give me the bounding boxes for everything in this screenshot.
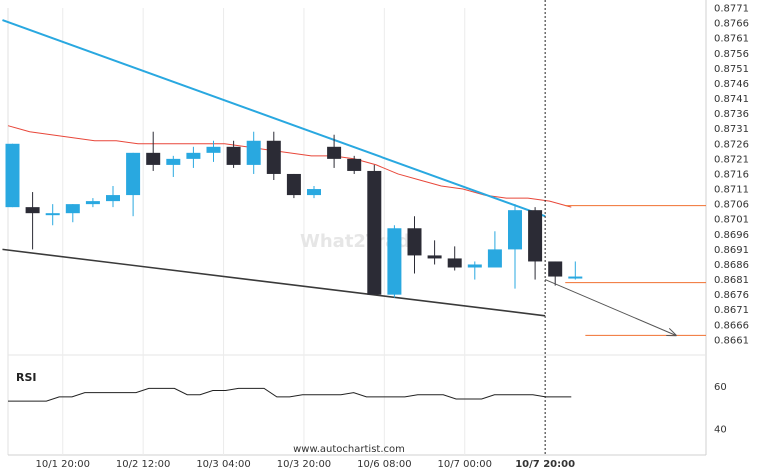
- candle-body-up: [106, 195, 120, 202]
- candle-body-up: [85, 201, 100, 205]
- candle-body-up: [65, 204, 80, 214]
- candles: [5, 131, 583, 298]
- y-tick-label: 0.8726: [714, 139, 749, 150]
- x-tick-label: 10/7 00:00: [438, 459, 492, 470]
- x-tick-label: 10/2 12:00: [116, 459, 170, 470]
- candle-body-down: [327, 146, 342, 159]
- y-tick-label: 0.8666: [714, 320, 749, 331]
- y-tick-label: 0.8731: [714, 124, 749, 135]
- candle-body-up: [487, 249, 502, 268]
- candle-body-up: [508, 210, 522, 250]
- rsi-tick-label: 40: [714, 424, 727, 435]
- trendlines: [2, 19, 546, 317]
- support-trendline: [2, 248, 546, 317]
- y-tick-label: 0.8671: [714, 305, 749, 316]
- candle-body-down: [25, 207, 40, 214]
- y-tick-label: 0.8721: [714, 154, 749, 165]
- candle-body-down: [286, 173, 301, 196]
- forecast-arrow: [544, 279, 676, 336]
- candle-body-down: [226, 146, 241, 165]
- forecast-arrow-line: [544, 279, 676, 336]
- y-tick-label: 0.8751: [714, 64, 749, 75]
- rsi-panel: 60 40: [8, 382, 727, 435]
- y-tick-label: 0.8761: [714, 34, 749, 45]
- y-tick-label: 0.8706: [714, 200, 749, 211]
- y-tick-label: 0.8661: [714, 335, 749, 346]
- candle-body-up: [568, 276, 583, 279]
- candle-body-down: [347, 158, 362, 171]
- moving-average: [7, 125, 572, 208]
- svg-text:What2Trade: What2Trade: [300, 231, 422, 252]
- grid: [7, 0, 707, 456]
- resistance-trendline: [2, 19, 546, 218]
- candle-body-down: [146, 152, 161, 165]
- candle-body-up: [45, 213, 60, 216]
- x-tick-label: 10/1 20:00: [36, 459, 90, 470]
- candle-body-up: [206, 146, 221, 153]
- candle-body-up: [126, 152, 141, 196]
- y-tick-label: 0.8746: [714, 79, 749, 90]
- y-tick-label: 0.8696: [714, 230, 749, 241]
- axes: 0.8771 0.8766 0.8761 0.8756 0.8751 0.8746 0.87…: [36, 0, 749, 470]
- y-tick-label: 0.8711: [714, 185, 749, 196]
- candle-body-up: [307, 189, 321, 196]
- candle-body-up: [246, 140, 261, 165]
- candle-body-up: [5, 143, 20, 208]
- y-tick-label: 0.8736: [714, 109, 749, 120]
- y-tick-label: 0.8771: [714, 4, 749, 15]
- moving-average-line: [7, 125, 572, 208]
- rsi-line: [8, 387, 572, 402]
- y-tick-label: 0.8701: [714, 215, 749, 226]
- x-tick-label: 10/3 04:00: [196, 459, 250, 470]
- watermark-logo: What2Trade: [300, 231, 422, 252]
- y-tick-label: 0.8741: [714, 94, 749, 105]
- candle-body-down: [528, 210, 543, 262]
- candle-body-down: [447, 258, 462, 268]
- candle-body-up: [166, 158, 181, 165]
- candle-body-down: [427, 255, 442, 259]
- y-tick-label: 0.8756: [714, 49, 749, 60]
- candle-body-up: [186, 152, 201, 159]
- y-tick-label: 0.8676: [714, 290, 749, 301]
- watermark-text: www.autochartist.com: [293, 444, 405, 455]
- candle-body-up: [387, 228, 402, 295]
- y-tick-label: 0.8691: [714, 245, 749, 256]
- rsi-label: RSI: [16, 371, 37, 384]
- candle-body-down: [407, 228, 422, 256]
- y-tick-label: 0.8766: [714, 19, 749, 30]
- x-tick-label: 10/6 08:00: [357, 459, 411, 470]
- x-tick-label: 10/3 20:00: [277, 459, 331, 470]
- candle-body-up: [467, 264, 482, 268]
- y-tick-label: 0.8686: [714, 260, 749, 271]
- levels: [565, 205, 706, 336]
- candle-body-down: [367, 170, 382, 295]
- x-tick-label: 10/7 20:00: [515, 459, 575, 470]
- candle-body-down: [548, 261, 563, 277]
- y-tick-label: 0.8716: [714, 169, 749, 180]
- candle-body-down: [266, 140, 281, 174]
- y-tick-label: 0.8681: [714, 275, 749, 286]
- rsi-tick-label: 60: [714, 382, 727, 393]
